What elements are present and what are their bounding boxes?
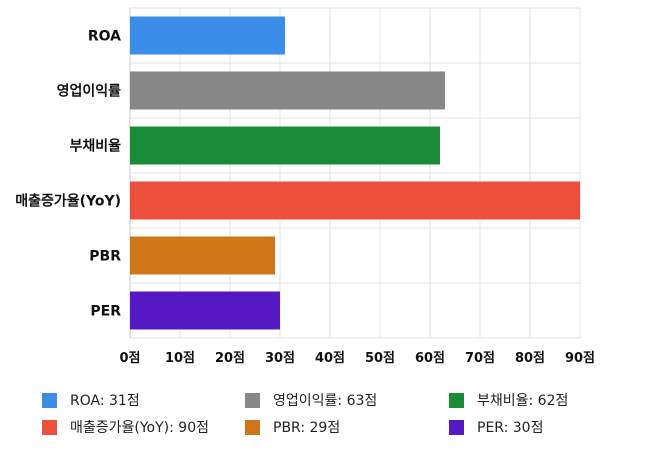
- bar-4: [130, 181, 580, 220]
- grid-lines: [129, 7, 581, 339]
- legend-label: PER: 30점: [477, 420, 544, 436]
- bar-3: [130, 126, 440, 165]
- legend-label: 영업이익률: 63점: [273, 393, 378, 409]
- bar-5: [130, 236, 275, 275]
- x-tick-label: 40점: [315, 351, 345, 366]
- legend-item: 영업이익률: 63점: [245, 390, 377, 410]
- legend-item: ROA: 31점: [42, 390, 140, 410]
- legend-label: 부채비율: 62점: [477, 393, 569, 409]
- category-label: 부채비율: [69, 138, 121, 155]
- legend-swatch: [42, 392, 57, 408]
- legend-item: 부채비율: 62점: [449, 390, 568, 410]
- x-tick-label: 50점: [365, 351, 395, 366]
- legend-swatch: [245, 419, 260, 435]
- x-tick-label: 20점: [215, 351, 245, 366]
- legend-swatch: [449, 392, 464, 408]
- legend-label: PBR: 29점: [273, 420, 341, 436]
- x-tick-label: 70점: [465, 351, 495, 366]
- bar-1: [130, 16, 285, 55]
- legend-swatch: [449, 419, 464, 435]
- legend-label: 매출증가율(YoY): 90점: [70, 420, 209, 436]
- legend-item: PBR: 29점: [245, 417, 340, 437]
- legend-swatch: [42, 419, 57, 435]
- category-label: PER: [90, 304, 121, 320]
- legend-item: PER: 30점: [449, 417, 543, 437]
- x-tick-label: 90점: [565, 351, 595, 366]
- category-label: 매출증가율(YoY): [15, 193, 121, 210]
- category-label: 영업이익률: [57, 83, 122, 100]
- x-tick-label: 0점: [119, 351, 140, 366]
- legend-label: ROA: 31점: [70, 393, 140, 409]
- bar-6: [130, 291, 280, 330]
- x-tick-label: 30점: [265, 351, 295, 366]
- category-label: ROA: [88, 29, 121, 45]
- bar-2: [130, 71, 445, 110]
- legend-item: 매출증가율(YoY): 90점: [42, 417, 209, 437]
- x-tick-label: 80점: [515, 351, 545, 366]
- x-tick-label: 10점: [165, 351, 195, 366]
- legend-swatch: [245, 392, 260, 408]
- x-axis-tick-labels: 0점 10점 20점 30점 40점 50점 60점 70점 80점 90점: [119, 351, 595, 366]
- x-tick-label: 60점: [415, 351, 445, 366]
- category-label: PBR: [89, 249, 121, 265]
- bars: [130, 16, 580, 330]
